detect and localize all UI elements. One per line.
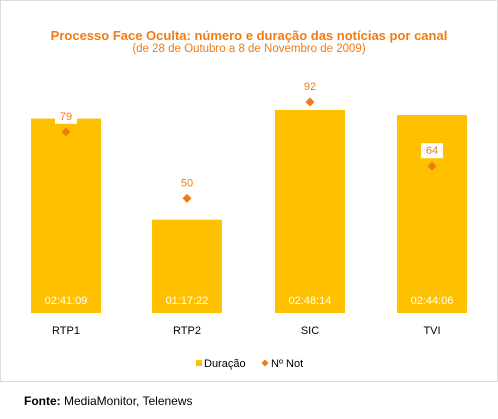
marker-rtp2 [182, 193, 192, 203]
bar-label-rtp1: 02:41:09 [45, 295, 88, 307]
legend-marker-nnot [261, 359, 269, 367]
bar-rtp1 [31, 118, 101, 314]
source-label: Fonte: [24, 394, 61, 408]
chart-subtitle: (de 28 de Outubro a 8 de Novembro de 200… [132, 43, 366, 55]
marker-label-rtp2: 50 [181, 177, 193, 189]
marker-label-bg-rtp1 [55, 108, 77, 124]
bar-label-sic: 02:48:14 [289, 295, 332, 307]
marker-label-tvi: 64 [426, 145, 438, 157]
marker-label-sic: 92 [304, 81, 316, 93]
category-label-tvi: TVI [423, 325, 440, 337]
bar-rtp2 [152, 219, 222, 313]
bar-label-tvi: 02:44:06 [411, 295, 454, 307]
marker-label-rtp1: 79 [60, 111, 72, 123]
marker-sic [305, 97, 315, 107]
chart-title: Processo Face Oculta: número e duração d… [50, 28, 448, 43]
marker-tvi [427, 161, 437, 171]
bar-label-rtp2: 01:17:22 [166, 295, 209, 307]
marker-rtp1 [61, 127, 71, 137]
source-note: Fonte: MediaMonitor, Telenews [24, 394, 193, 408]
bar-sic [275, 110, 345, 313]
legend-swatch-duracao [196, 360, 202, 366]
legend-label-nnot: Nº Not [271, 358, 303, 370]
category-label-rtp2: RTP2 [173, 325, 201, 337]
legend-label-duracao: Duração [204, 358, 246, 370]
category-label-rtp1: RTP1 [52, 325, 80, 337]
source-text: MediaMonitor, Telenews [64, 394, 193, 408]
category-label-sic: SIC [301, 325, 319, 337]
marker-label-bg-tvi [421, 143, 443, 159]
